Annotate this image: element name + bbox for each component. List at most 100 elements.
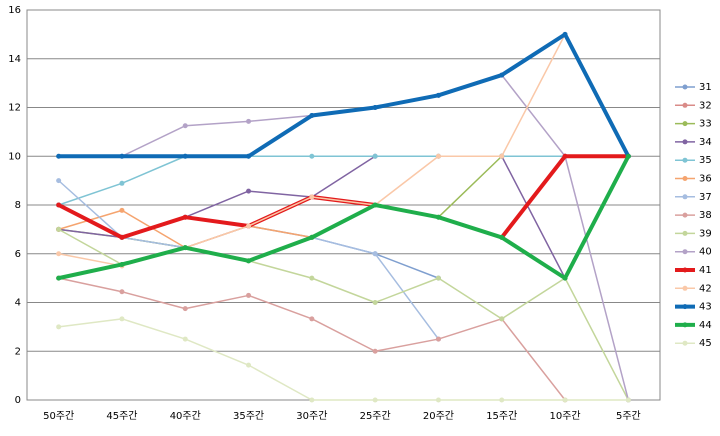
x-tick-label: 20주간 <box>423 410 454 422</box>
series-marker <box>435 397 441 403</box>
series-marker <box>435 92 441 98</box>
series-marker <box>435 336 441 342</box>
x-tick-label: 10주간 <box>549 410 580 422</box>
series-marker <box>435 214 441 220</box>
y-tick-label: 6 <box>15 249 21 260</box>
legend-label: 41 <box>699 265 712 276</box>
legend-marker <box>682 340 688 346</box>
series-marker <box>182 245 188 251</box>
y-tick-label: 12 <box>8 103 21 114</box>
y-tick-label: 2 <box>15 346 21 357</box>
legend-marker <box>682 322 688 328</box>
x-tick-label: 50주간 <box>43 410 74 422</box>
series-line <box>57 154 629 240</box>
legend-marker <box>682 267 688 273</box>
legend-label: 32 <box>699 100 712 111</box>
legend-label: 42 <box>699 283 712 294</box>
series-marker <box>119 289 125 295</box>
series-marker <box>499 72 505 78</box>
series-marker <box>562 275 568 281</box>
series-marker <box>499 234 505 240</box>
series-marker <box>56 202 62 208</box>
series-marker <box>625 153 631 159</box>
series-marker <box>246 292 252 298</box>
series-marker <box>562 31 568 37</box>
legend-label: 45 <box>699 338 712 349</box>
legend-marker <box>682 84 688 90</box>
legend-label: 44 <box>699 320 712 331</box>
legend-marker <box>682 157 688 163</box>
series-marker <box>309 316 315 322</box>
x-tick-label: 15주간 <box>486 410 517 422</box>
series-marker <box>372 251 378 257</box>
legend-label: 43 <box>699 302 712 313</box>
legend-marker <box>682 212 688 218</box>
series-marker <box>372 202 378 208</box>
series-marker <box>372 153 378 159</box>
legend-label: 35 <box>699 155 712 166</box>
legend-marker <box>682 285 688 291</box>
legend-label: 33 <box>699 119 712 130</box>
legend-marker <box>682 249 688 255</box>
y-tick-label: 4 <box>15 298 21 309</box>
legend-marker <box>682 304 688 310</box>
legend-label: 31 <box>699 82 712 93</box>
series-marker <box>499 316 505 322</box>
series-marker <box>499 153 505 159</box>
series-marker <box>56 226 62 232</box>
legend-label: 36 <box>699 174 712 185</box>
series-marker <box>246 223 252 229</box>
series-marker <box>435 275 441 281</box>
y-tick-label: 10 <box>8 151 21 162</box>
series-line <box>58 155 629 206</box>
legend-label: 39 <box>699 228 712 239</box>
series-marker <box>499 397 505 403</box>
series-marker <box>562 397 568 403</box>
legend-label: 37 <box>699 192 712 203</box>
legend-label: 34 <box>699 137 712 148</box>
series-marker <box>182 153 188 159</box>
series-line <box>58 277 566 401</box>
series-marker <box>246 362 252 368</box>
series-marker <box>56 178 62 184</box>
series-marker <box>246 118 252 124</box>
legend-marker <box>682 139 688 145</box>
series-marker <box>309 194 315 200</box>
y-tick-label: 14 <box>8 54 21 65</box>
series-marker <box>309 275 315 281</box>
legend-marker <box>682 230 688 236</box>
x-tick-label: 25주간 <box>360 410 391 422</box>
series-marker <box>119 234 125 240</box>
series-marker <box>372 105 378 110</box>
series-marker <box>309 113 315 119</box>
series-marker <box>309 397 315 403</box>
x-tick-label: 30주간 <box>296 410 327 422</box>
series-marker <box>246 258 252 264</box>
x-tick-label: 40주간 <box>170 410 201 422</box>
series-marker <box>182 123 188 129</box>
x-tick-label: 5주간 <box>616 410 641 422</box>
series-marker <box>372 348 378 354</box>
series-marker <box>435 153 441 159</box>
y-tick-label: 0 <box>15 395 21 406</box>
series-line <box>58 155 631 281</box>
legend-label: 38 <box>699 210 712 221</box>
x-tick-label: 35주간 <box>233 410 264 422</box>
y-tick-label: 8 <box>15 200 21 211</box>
legend-label: 40 <box>699 247 712 258</box>
series-marker <box>119 316 125 322</box>
series-marker <box>56 153 62 159</box>
series-marker <box>372 300 378 305</box>
series-marker <box>56 275 62 281</box>
series-marker <box>309 153 315 159</box>
legend-marker <box>682 121 688 127</box>
legend-marker <box>682 176 688 181</box>
series-marker <box>119 261 125 267</box>
series-marker <box>56 251 62 257</box>
series-marker <box>182 214 188 220</box>
series-marker <box>309 234 315 240</box>
series-marker <box>246 153 252 159</box>
series-marker <box>182 336 188 342</box>
legend-marker <box>682 102 688 108</box>
